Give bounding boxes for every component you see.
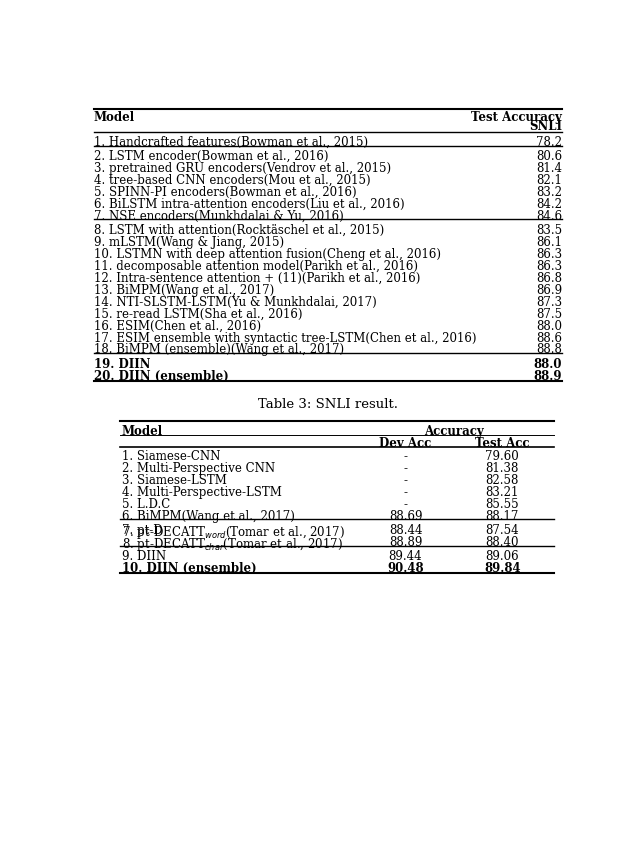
Text: 88.44: 88.44 [388, 524, 422, 537]
Text: 78.2: 78.2 [536, 136, 562, 149]
Text: -: - [403, 498, 408, 511]
Text: 10. LSTMN with deep attention fusion(Cheng et al., 2016): 10. LSTMN with deep attention fusion(Che… [94, 248, 441, 261]
Text: 84.2: 84.2 [536, 198, 562, 211]
Text: 19. DIIN: 19. DIIN [94, 357, 150, 371]
Text: 88.8: 88.8 [536, 344, 562, 357]
Text: 18. BiMPM (ensemble)(Wang et al., 2017): 18. BiMPM (ensemble)(Wang et al., 2017) [94, 344, 344, 357]
Text: 84.6: 84.6 [536, 210, 562, 223]
Text: 1. Handcrafted features(Bowman et al., 2015): 1. Handcrafted features(Bowman et al., 2… [94, 136, 368, 149]
Text: 3. pretrained GRU encoders(Vendrov et al., 2015): 3. pretrained GRU encoders(Vendrov et al… [94, 162, 391, 175]
Text: 82.58: 82.58 [486, 474, 519, 487]
Text: 88.69: 88.69 [388, 510, 422, 523]
Text: 83.2: 83.2 [536, 186, 562, 199]
Text: 1. Siamese-CNN: 1. Siamese-CNN [122, 450, 220, 463]
Text: 13. BiMPM(Wang et al., 2017): 13. BiMPM(Wang et al., 2017) [94, 284, 274, 297]
Text: 7. NSE encoders(Munkhdalai & Yu, 2016): 7. NSE encoders(Munkhdalai & Yu, 2016) [94, 210, 344, 223]
Text: 89.44: 89.44 [388, 550, 422, 563]
Text: 86.3: 86.3 [536, 260, 562, 273]
Text: 83.5: 83.5 [536, 225, 562, 237]
Text: Table 3: SNLI result.: Table 3: SNLI result. [258, 398, 398, 411]
Text: 8. LSTM with attention(Rocktäschel et al., 2015): 8. LSTM with attention(Rocktäschel et al… [94, 225, 384, 237]
Text: 80.6: 80.6 [536, 150, 562, 163]
Text: 88.89: 88.89 [389, 536, 422, 549]
Text: 88.0: 88.0 [534, 357, 562, 371]
Text: 81.4: 81.4 [536, 162, 562, 175]
Text: 86.8: 86.8 [536, 272, 562, 285]
Text: -: - [403, 486, 408, 499]
Text: 90.48: 90.48 [387, 562, 424, 575]
Text: 85.55: 85.55 [486, 498, 519, 511]
Text: 86.3: 86.3 [536, 248, 562, 261]
Text: 88.6: 88.6 [536, 332, 562, 345]
Text: -: - [403, 474, 408, 487]
Text: 6. BiMPM(Wang et al., 2017): 6. BiMPM(Wang et al., 2017) [122, 510, 295, 523]
Text: Accuracy: Accuracy [424, 425, 484, 438]
Text: 20. DIIN (ensemble): 20. DIIN (ensemble) [94, 369, 228, 382]
Text: 4. tree-based CNN encoders(Mou et al., 2015): 4. tree-based CNN encoders(Mou et al., 2… [94, 174, 371, 187]
Text: 15. re-read LSTM(Sha et al., 2016): 15. re-read LSTM(Sha et al., 2016) [94, 308, 303, 321]
Text: 82.1: 82.1 [536, 174, 562, 187]
Text: SNLI: SNLI [529, 120, 562, 133]
Text: 3. Siamese-LSTM: 3. Siamese-LSTM [122, 474, 227, 487]
Text: 9. mLSTM(Wang & Jiang, 2015): 9. mLSTM(Wang & Jiang, 2015) [94, 236, 284, 249]
Text: 2. Multi-Perspective CNN: 2. Multi-Perspective CNN [122, 462, 275, 475]
Text: 79.60: 79.60 [486, 450, 519, 463]
Text: 9. DIIN: 9. DIIN [122, 550, 166, 563]
Text: 11. decomposable attention model(Parikh et al., 2016): 11. decomposable attention model(Parikh … [94, 260, 418, 273]
Text: Model: Model [122, 425, 163, 438]
Text: 86.1: 86.1 [536, 236, 562, 249]
Text: Dev Acc: Dev Acc [380, 436, 431, 450]
Text: 10. DIIN (ensemble): 10. DIIN (ensemble) [122, 562, 257, 575]
Text: 81.38: 81.38 [486, 462, 519, 475]
Text: 5. SPINN-PI encoders(Bowman et al., 2016): 5. SPINN-PI encoders(Bowman et al., 2016… [94, 186, 356, 199]
Text: 87.5: 87.5 [536, 308, 562, 321]
Text: 88.17: 88.17 [486, 510, 519, 523]
Text: 87.3: 87.3 [536, 296, 562, 309]
Text: -: - [403, 462, 408, 475]
Text: -: - [403, 450, 408, 463]
Text: 7. pt-D$\mathregular{ECATT}_{word}$(Tomar et al., 2017): 7. pt-D$\mathregular{ECATT}_{word}$(Toma… [122, 524, 345, 541]
Text: Model: Model [94, 111, 135, 123]
Text: 7. pt-D: 7. pt-D [122, 524, 163, 537]
Text: 4. Multi-Perspective-LSTM: 4. Multi-Perspective-LSTM [122, 486, 282, 499]
Text: 16. ESIM(Chen et al., 2016): 16. ESIM(Chen et al., 2016) [94, 320, 261, 333]
Text: 83.21: 83.21 [486, 486, 519, 499]
Text: Test Acc: Test Acc [475, 436, 530, 450]
Text: 88.9: 88.9 [534, 369, 562, 382]
Text: 6. BiLSTM intra-attention encoders(Liu et al., 2016): 6. BiLSTM intra-attention encoders(Liu e… [94, 198, 404, 211]
Text: Test Accuracy: Test Accuracy [471, 111, 562, 123]
Text: 88.40: 88.40 [486, 536, 519, 549]
Text: 88.0: 88.0 [536, 320, 562, 333]
Text: 86.9: 86.9 [536, 284, 562, 297]
Text: 12. Intra-sentence attention + (11)(Parikh et al., 2016): 12. Intra-sentence attention + (11)(Pari… [94, 272, 420, 285]
Text: 17. ESIM ensemble with syntactic tree-LSTM(Chen et al., 2016): 17. ESIM ensemble with syntactic tree-LS… [94, 332, 476, 345]
Text: 14. NTI-SLSTM-LSTM(Yu & Munkhdalai, 2017): 14. NTI-SLSTM-LSTM(Yu & Munkhdalai, 2017… [94, 296, 377, 309]
Text: 5. L.D.C: 5. L.D.C [122, 498, 170, 511]
Text: 89.84: 89.84 [484, 562, 521, 575]
Text: 87.54: 87.54 [486, 524, 519, 537]
Text: 8. pt-D$\mathregular{ECATT}_{char}$(Tomar et al., 2017): 8. pt-D$\mathregular{ECATT}_{char}$(Toma… [122, 536, 343, 553]
Text: 2. LSTM encoder(Bowman et al., 2016): 2. LSTM encoder(Bowman et al., 2016) [94, 150, 328, 163]
Text: 89.06: 89.06 [486, 550, 519, 563]
